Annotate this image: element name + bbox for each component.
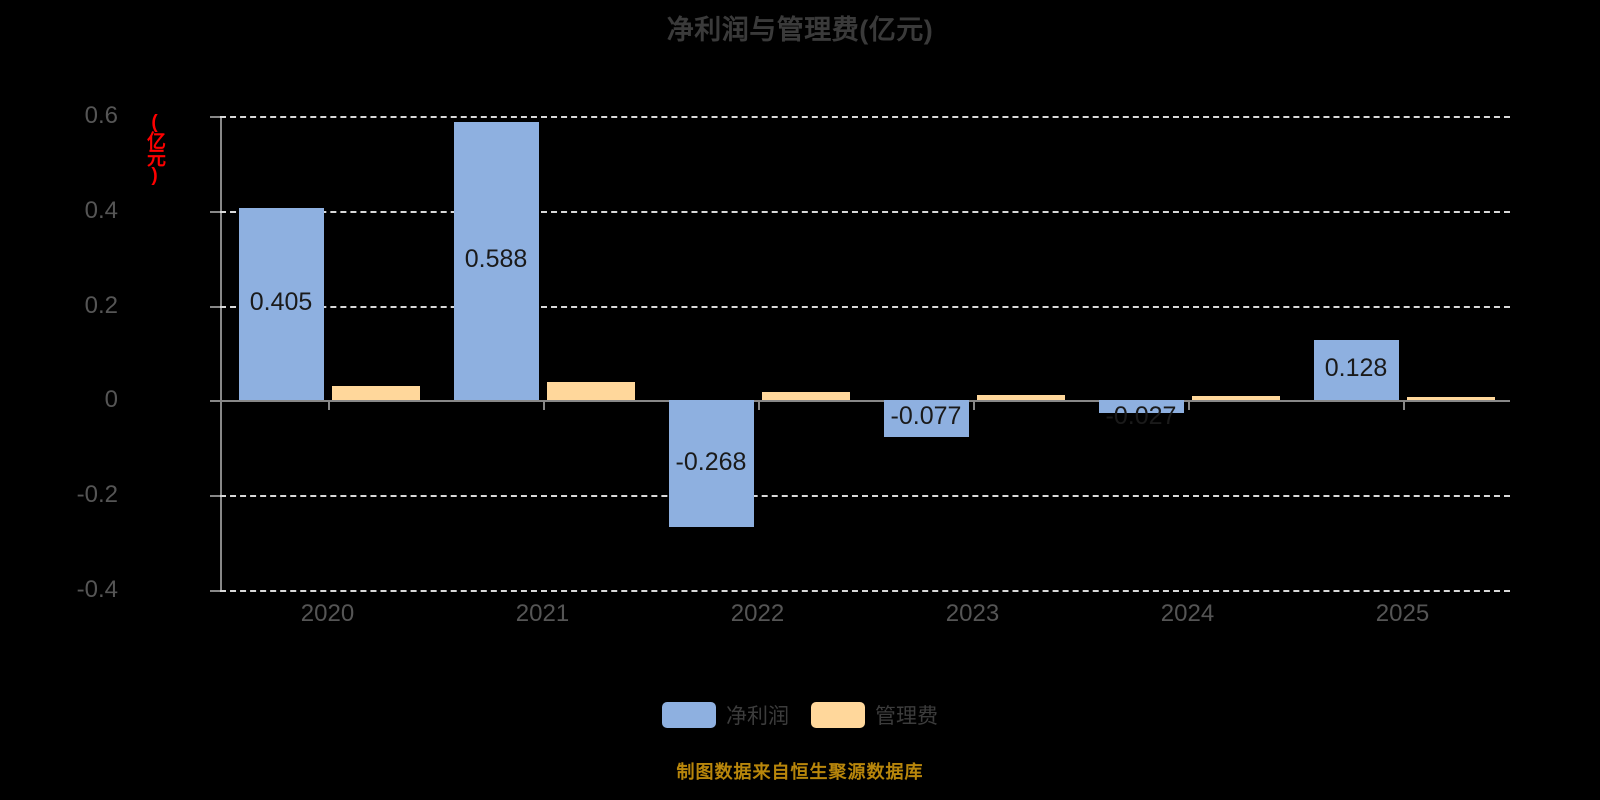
y-axis-tick-label: 0.2 — [84, 291, 118, 319]
legend-item-net-profit[interactable]: 净利润 — [662, 700, 789, 730]
legend-label: 净利润 — [726, 705, 789, 728]
gridline — [220, 116, 1510, 118]
bar-value-label: -0.077 — [890, 402, 962, 431]
bar-mgmt-expense[interactable] — [761, 391, 850, 401]
plot-area: 0.6 0.4 0.2 0 -0.2 -0.4 0.405 2020 0.588 2021 -0.2… — [77, 102, 1510, 627]
bar-mgmt-expense[interactable] — [1406, 397, 1495, 401]
x-axis-tick-label-2020: 2020 — [300, 600, 355, 627]
x-axis-tick-mark — [542, 400, 545, 410]
bar-net-profit[interactable] — [883, 400, 969, 437]
gridline — [220, 210, 1510, 213]
bar-net-profit[interactable] — [238, 208, 324, 401]
y-axis-tick-mark — [210, 305, 220, 308]
bar-mgmt-expense[interactable] — [976, 394, 1065, 401]
bar-group: -0.027 — [1080, 116, 1295, 590]
x-axis-tick-mark — [327, 400, 330, 410]
y-axis-tick-mark — [210, 495, 220, 498]
bar-value-label: 0.405 — [249, 288, 313, 317]
bar-value-label: 0.128 — [1324, 354, 1388, 383]
footer-attribution: 制图数据来自恒生聚源数据库 — [676, 762, 924, 782]
bar-group: 0.588 — [435, 116, 650, 590]
legend-swatch — [662, 702, 716, 728]
x-axis-line — [220, 400, 1510, 402]
x-axis-tick-label-2023: 2023 — [945, 600, 1000, 627]
x-axis-tick-mark — [757, 400, 760, 410]
bar-net-profit[interactable] — [1313, 339, 1399, 401]
bar-mgmt-expense[interactable] — [331, 385, 420, 401]
x-axis-tick-label-2022: 2022 — [730, 600, 785, 627]
gridline — [220, 305, 1510, 308]
bar-value-label: -0.268 — [675, 447, 747, 476]
y-axis-unit-label: (亿元) — [144, 112, 165, 184]
bar-mgmt-expense[interactable] — [1191, 396, 1280, 401]
page-title: 净利润与管理费(亿元) — [666, 15, 934, 45]
y-axis-tick-label: 0 — [104, 386, 118, 414]
bar-net-profit[interactable] — [453, 121, 539, 401]
bar-group: 0.405 — [220, 116, 435, 590]
bar-group: 0.128 — [1295, 116, 1510, 590]
y-axis-tick-label: 0.4 — [84, 196, 118, 224]
y-axis-tick-label: -0.4 — [76, 576, 118, 603]
y-axis-tick-label: -0.2 — [76, 481, 118, 509]
bar-net-profit[interactable] — [668, 400, 754, 528]
chart-legend: 净利润 管理费 — [0, 700, 1600, 730]
bar-value-label: 0.588 — [464, 245, 528, 274]
x-axis-tick-mark — [1187, 400, 1190, 410]
bar-net-profit[interactable] — [1098, 400, 1184, 414]
y-axis-tick-mark — [210, 210, 220, 213]
y-axis-line — [220, 116, 222, 590]
bar-mgmt-expense[interactable] — [546, 382, 635, 401]
bar-group: -0.077 — [865, 116, 1080, 590]
x-axis-tick-mark — [1402, 400, 1405, 410]
x-axis-tick-label-2025: 2025 — [1375, 600, 1430, 627]
legend-swatch — [811, 702, 865, 728]
legend-item-mgmt-expense[interactable]: 管理费 — [811, 700, 938, 730]
x-axis-tick-mark — [972, 400, 975, 410]
x-axis-tick-label-2024: 2024 — [1160, 600, 1215, 627]
y-axis-tick-mark — [210, 590, 220, 592]
gridline — [220, 590, 1510, 592]
bar-group: -0.268 — [650, 116, 865, 590]
bar-value-label: -0.027 — [1105, 402, 1177, 431]
gridline — [220, 495, 1510, 498]
y-axis-tick-label: 0.6 — [84, 102, 118, 129]
y-axis-tick-mark — [210, 400, 220, 403]
x-axis-tick-label-2021: 2021 — [515, 600, 570, 627]
y-axis-tick-mark — [210, 116, 220, 118]
legend-label: 管理费 — [875, 705, 938, 728]
